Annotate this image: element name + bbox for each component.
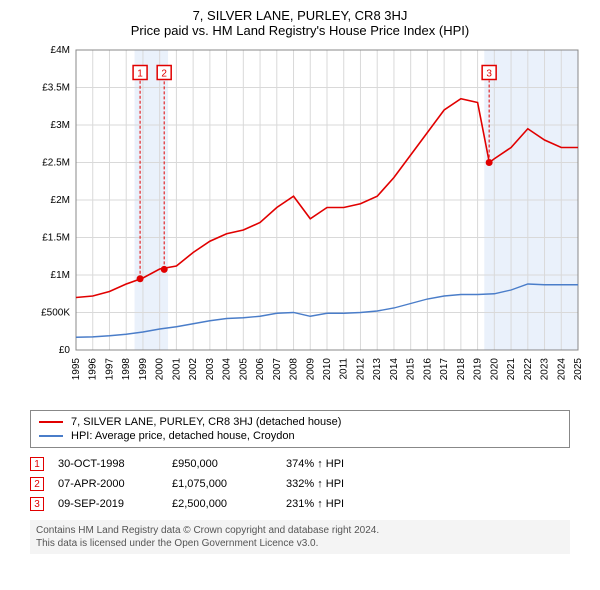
svg-text:2014: 2014 xyxy=(389,358,400,381)
legend-row: 7, SILVER LANE, PURLEY, CR8 3HJ (detache… xyxy=(39,415,561,429)
sale-delta: 231% ↑ HPI xyxy=(286,498,344,510)
svg-text:2000: 2000 xyxy=(155,358,166,381)
sale-date: 09-SEP-2019 xyxy=(58,498,158,510)
svg-text:2007: 2007 xyxy=(272,358,283,381)
sale-row: 2 07-APR-2000 £1,075,000 332% ↑ HPI xyxy=(30,474,570,494)
legend-label: 7, SILVER LANE, PURLEY, CR8 3HJ (detache… xyxy=(71,416,341,428)
attribution-line2: This data is licensed under the Open Gov… xyxy=(36,537,564,550)
svg-text:2006: 2006 xyxy=(255,358,266,381)
chart-title-address: 7, SILVER LANE, PURLEY, CR8 3HJ xyxy=(0,0,600,23)
legend-label: HPI: Average price, detached house, Croy… xyxy=(71,430,295,442)
sale-date: 30-OCT-1998 xyxy=(58,458,158,470)
svg-text:2011: 2011 xyxy=(339,358,350,380)
svg-text:2001: 2001 xyxy=(171,358,182,381)
attribution-line1: Contains HM Land Registry data © Crown c… xyxy=(36,524,564,537)
chart-title-subtitle: Price paid vs. HM Land Registry's House … xyxy=(0,23,600,42)
svg-text:£3M: £3M xyxy=(51,120,70,131)
svg-text:£0: £0 xyxy=(59,345,71,356)
attribution-footer: Contains HM Land Registry data © Crown c… xyxy=(30,520,570,554)
svg-text:1999: 1999 xyxy=(138,358,149,381)
svg-text:2002: 2002 xyxy=(188,358,199,381)
svg-text:2004: 2004 xyxy=(222,358,233,381)
svg-text:2008: 2008 xyxy=(289,358,300,381)
sale-price: £1,075,000 xyxy=(172,478,272,490)
legend-swatch xyxy=(39,435,63,437)
svg-text:1998: 1998 xyxy=(121,358,132,381)
svg-text:£500K: £500K xyxy=(41,308,70,319)
svg-text:2013: 2013 xyxy=(372,358,383,381)
svg-text:2: 2 xyxy=(161,69,167,80)
svg-text:2022: 2022 xyxy=(523,358,534,381)
svg-text:2019: 2019 xyxy=(473,358,484,381)
sale-delta: 332% ↑ HPI xyxy=(286,478,344,490)
sale-row: 1 30-OCT-1998 £950,000 374% ↑ HPI xyxy=(30,454,570,474)
svg-text:2017: 2017 xyxy=(439,358,450,381)
chart-svg: £0 £500K £1M £1.5M £2M £2.5M £3M £3.5M £4M 1995 19… xyxy=(30,42,590,402)
svg-text:2012: 2012 xyxy=(355,358,366,381)
svg-text:£4M: £4M xyxy=(51,45,70,56)
svg-text:2010: 2010 xyxy=(322,358,333,381)
price-chart: £0 £500K £1M £1.5M £2M £2.5M £3M £3.5M £4M 1995 19… xyxy=(30,42,590,402)
sale-delta: 374% ↑ HPI xyxy=(286,458,344,470)
svg-text:2016: 2016 xyxy=(422,358,433,381)
svg-text:£3.5M: £3.5M xyxy=(42,83,70,94)
legend-swatch xyxy=(39,421,63,423)
svg-text:1996: 1996 xyxy=(88,358,99,381)
svg-text:2015: 2015 xyxy=(406,358,417,381)
svg-text:2024: 2024 xyxy=(556,358,567,381)
sale-marker-box: 1 xyxy=(30,457,44,471)
svg-text:2025: 2025 xyxy=(573,358,584,381)
sales-list: 1 30-OCT-1998 £950,000 374% ↑ HPI 2 07-APR-20… xyxy=(30,454,570,514)
svg-text:£1M: £1M xyxy=(51,270,70,281)
sale-price: £2,500,000 xyxy=(172,498,272,510)
svg-text:2005: 2005 xyxy=(238,358,249,381)
svg-text:3: 3 xyxy=(486,69,492,80)
svg-text:2009: 2009 xyxy=(305,358,316,381)
sale-date: 07-APR-2000 xyxy=(58,478,158,490)
svg-text:1: 1 xyxy=(137,69,143,80)
svg-text:1997: 1997 xyxy=(104,358,115,381)
svg-text:1995: 1995 xyxy=(71,358,82,381)
chart-legend: 7, SILVER LANE, PURLEY, CR8 3HJ (detache… xyxy=(30,410,570,448)
sale-price: £950,000 xyxy=(172,458,272,470)
sale-marker-box: 3 xyxy=(30,497,44,511)
svg-text:2003: 2003 xyxy=(205,358,216,381)
legend-row: HPI: Average price, detached house, Croy… xyxy=(39,429,561,443)
svg-text:2023: 2023 xyxy=(540,358,551,381)
svg-text:2021: 2021 xyxy=(506,358,517,381)
sale-row: 3 09-SEP-2019 £2,500,000 231% ↑ HPI xyxy=(30,494,570,514)
svg-text:£2M: £2M xyxy=(51,195,70,206)
svg-text:£1.5M: £1.5M xyxy=(42,233,70,244)
svg-text:2020: 2020 xyxy=(489,358,500,381)
svg-text:£2.5M: £2.5M xyxy=(42,158,70,169)
sale-marker-box: 2 xyxy=(30,477,44,491)
svg-text:2018: 2018 xyxy=(456,358,467,381)
